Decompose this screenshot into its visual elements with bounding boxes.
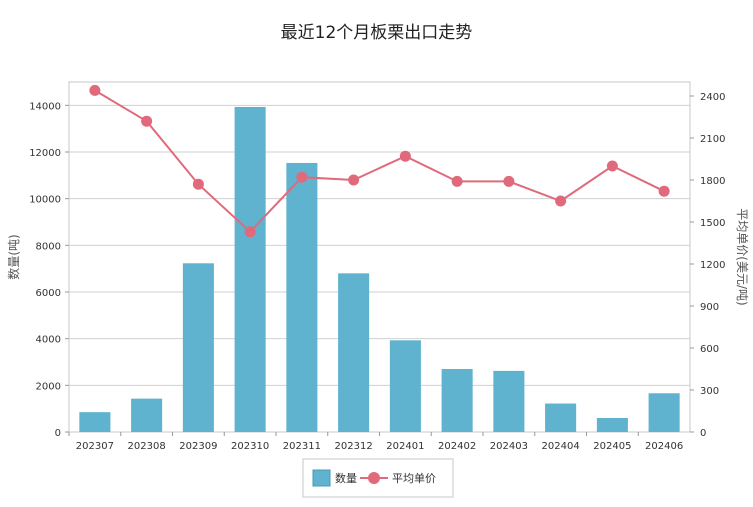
left-tick-label-5: 10000	[29, 195, 61, 206]
bar-202404	[545, 403, 577, 432]
x-tick-label-202307: 202307	[76, 441, 114, 452]
bar-202312	[338, 273, 370, 432]
right-tick-label-5: 1500	[700, 218, 725, 229]
right-tick-label-1: 300	[700, 386, 719, 397]
bar-202401	[389, 340, 421, 432]
price-point-202311	[296, 171, 308, 183]
bar-202405	[596, 418, 628, 432]
left-tick-label-4: 8000	[36, 241, 61, 252]
x-tick-label-202406: 202406	[645, 441, 683, 452]
x-axis-ticks: 202307 202308 202309 202310 202311 202312 2024…	[68, 432, 683, 452]
price-point-202309	[192, 178, 204, 190]
y-axis-label-left: 数量(吨)	[6, 234, 21, 279]
bar-202310	[234, 106, 266, 432]
x-tick-label-202312: 202312	[335, 441, 373, 452]
x-tick-label-202310: 202310	[231, 441, 269, 452]
legend-swatch-marker	[368, 472, 380, 484]
legend-label-bar: 数量	[335, 472, 357, 485]
right-tick-label-0: 0	[700, 428, 706, 439]
bar-series	[79, 106, 680, 432]
x-tick-label-202404: 202404	[542, 441, 580, 452]
left-tick-label-2: 4000	[36, 335, 61, 346]
x-tick-label-202309: 202309	[179, 441, 217, 452]
right-tick-label-8: 2400	[700, 92, 725, 103]
left-axis-ticks: 0 2000 4000 6000 8000 10000 12000 14000	[29, 101, 69, 439]
x-tick-label-202405: 202405	[593, 441, 631, 452]
price-point-202403	[503, 175, 515, 187]
price-point-202404	[555, 195, 567, 207]
price-point-202312	[348, 174, 360, 186]
plot-area	[68, 81, 691, 433]
price-point-202402	[451, 175, 463, 187]
bar-202406	[648, 393, 680, 432]
price-point-202308	[141, 115, 153, 127]
bar-202402	[441, 369, 473, 432]
left-tick-label-7: 14000	[29, 101, 61, 112]
x-tick-label-202401: 202401	[386, 441, 424, 452]
chart-title: 最近12个月板栗出口走势	[280, 23, 473, 43]
gridlines	[69, 104, 690, 386]
right-tick-label-2: 600	[700, 344, 719, 355]
bar-202309	[182, 263, 214, 432]
price-point-202405	[606, 160, 618, 172]
bar-202311	[286, 162, 318, 432]
bar-202307	[79, 412, 111, 432]
line-series	[89, 84, 670, 238]
x-tick-label-202402: 202402	[438, 441, 476, 452]
left-tick-label-1: 2000	[36, 381, 61, 392]
right-tick-label-3: 900	[700, 302, 719, 313]
legend-swatch-bar	[312, 469, 331, 487]
right-tick-label-7: 2100	[700, 134, 725, 145]
bar-202403	[493, 370, 525, 432]
left-tick-label-3: 6000	[36, 288, 61, 299]
price-point-202307	[89, 84, 101, 96]
legend: 数量 平均单价	[302, 458, 454, 498]
price-line	[94, 89, 665, 234]
x-tick-label-202311: 202311	[283, 441, 321, 452]
x-tick-label-202403: 202403	[490, 441, 528, 452]
left-tick-label-6: 12000	[29, 148, 61, 159]
bar-202308	[131, 398, 163, 432]
left-tick-label-0: 0	[55, 428, 61, 439]
price-point-202310	[244, 226, 256, 238]
y-axis-label-right: 平均单价(美元/吨)	[735, 208, 749, 305]
right-tick-label-6: 1800	[700, 176, 725, 187]
price-point-202406	[658, 185, 670, 197]
right-axis-ticks: 0 300 600 900 1200 1500 1800 2100 2400	[690, 92, 725, 439]
right-tick-label-4: 1200	[700, 260, 725, 271]
legend-label-line: 平均单价	[392, 472, 436, 485]
price-point-202401	[399, 150, 411, 162]
x-tick-label-202308: 202308	[128, 441, 166, 452]
